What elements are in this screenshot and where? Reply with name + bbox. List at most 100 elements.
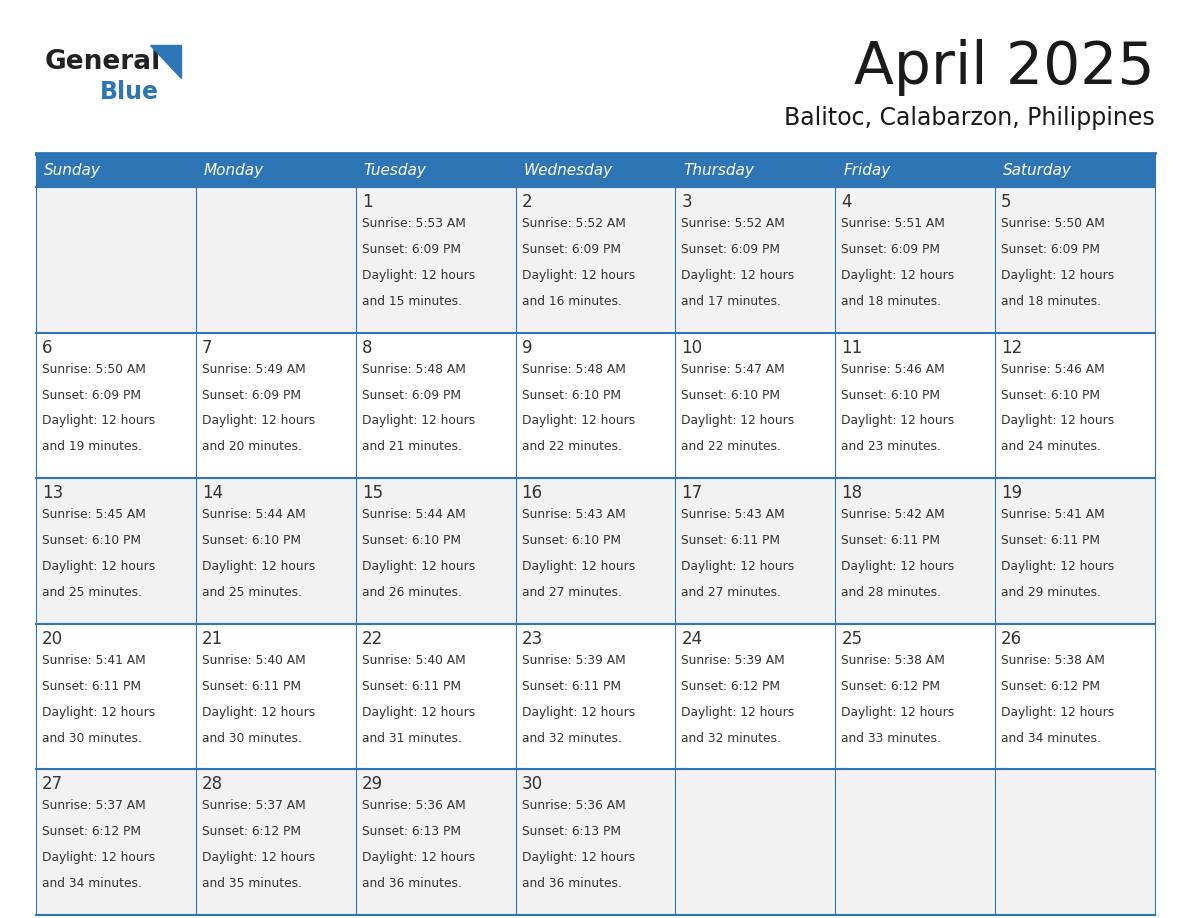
Bar [196,332,355,478]
Text: and 18 minutes.: and 18 minutes. [1001,295,1101,308]
Text: and 22 minutes.: and 22 minutes. [522,441,621,453]
Bar [355,478,516,624]
Text: Sunset: 6:11 PM: Sunset: 6:11 PM [1001,534,1100,547]
Text: Sunset: 6:09 PM: Sunset: 6:09 PM [1001,243,1100,256]
Bar [516,624,676,769]
Text: Sunset: 6:12 PM: Sunset: 6:12 PM [202,825,301,838]
Text: Sunset: 6:12 PM: Sunset: 6:12 PM [42,825,141,838]
Text: Daylight: 12 hours: Daylight: 12 hours [522,269,634,282]
Bar [676,769,835,915]
Text: Sunset: 6:10 PM: Sunset: 6:10 PM [361,534,461,547]
Text: Sunrise: 5:48 AM: Sunrise: 5:48 AM [522,363,625,375]
Text: 24: 24 [682,630,702,648]
Text: and 25 minutes.: and 25 minutes. [202,586,302,599]
Text: 5: 5 [1001,193,1012,211]
Text: 8: 8 [361,339,372,356]
Text: Sunset: 6:09 PM: Sunset: 6:09 PM [841,243,940,256]
Bar [996,769,1155,915]
Text: Sunrise: 5:51 AM: Sunrise: 5:51 AM [841,217,946,230]
Text: Sunset: 6:13 PM: Sunset: 6:13 PM [522,825,620,838]
Text: 13: 13 [42,484,63,502]
Text: 21: 21 [202,630,223,648]
Text: 20: 20 [42,630,63,648]
Text: 7: 7 [202,339,213,356]
Text: and 23 minutes.: and 23 minutes. [841,441,941,453]
Text: Sunset: 6:09 PM: Sunset: 6:09 PM [42,388,141,401]
Bar [835,187,996,332]
Text: and 26 minutes.: and 26 minutes. [361,586,462,599]
Text: Daylight: 12 hours: Daylight: 12 hours [522,414,634,428]
Text: Sunrise: 5:37 AM: Sunrise: 5:37 AM [42,800,146,812]
Text: and 35 minutes.: and 35 minutes. [202,878,302,890]
Text: 26: 26 [1001,630,1022,648]
Text: Daylight: 12 hours: Daylight: 12 hours [682,560,795,573]
Text: Blue: Blue [100,80,159,104]
Bar [835,478,996,624]
Text: Sunset: 6:11 PM: Sunset: 6:11 PM [522,679,620,693]
Text: Daylight: 12 hours: Daylight: 12 hours [1001,560,1114,573]
Bar [516,769,676,915]
Text: 6: 6 [42,339,52,356]
Bar [996,155,1155,187]
Text: Daylight: 12 hours: Daylight: 12 hours [1001,269,1114,282]
Text: Daylight: 12 hours: Daylight: 12 hours [682,269,795,282]
Text: Sunset: 6:11 PM: Sunset: 6:11 PM [202,679,301,693]
Bar [36,155,196,187]
Text: Sunday: Sunday [44,163,101,178]
Bar [516,155,676,187]
Bar [996,624,1155,769]
Text: Sunset: 6:11 PM: Sunset: 6:11 PM [361,679,461,693]
Bar [36,624,196,769]
Text: Tuesday: Tuesday [364,163,426,178]
Bar [516,332,676,478]
Bar [835,155,996,187]
Text: Sunrise: 5:50 AM: Sunrise: 5:50 AM [42,363,146,375]
Text: Daylight: 12 hours: Daylight: 12 hours [42,414,156,428]
Text: 28: 28 [202,776,223,793]
Bar [676,624,835,769]
Text: Sunrise: 5:43 AM: Sunrise: 5:43 AM [682,509,785,521]
Text: and 16 minutes.: and 16 minutes. [522,295,621,308]
Text: Daylight: 12 hours: Daylight: 12 hours [42,706,156,719]
Text: Daylight: 12 hours: Daylight: 12 hours [682,414,795,428]
Text: 29: 29 [361,776,383,793]
Bar [355,332,516,478]
Text: Sunrise: 5:42 AM: Sunrise: 5:42 AM [841,509,944,521]
Text: 10: 10 [682,339,702,356]
Text: Daylight: 12 hours: Daylight: 12 hours [361,269,475,282]
Text: Sunrise: 5:43 AM: Sunrise: 5:43 AM [522,509,625,521]
Text: and 32 minutes.: and 32 minutes. [522,732,621,744]
Text: 1: 1 [361,193,372,211]
Text: and 25 minutes.: and 25 minutes. [42,586,143,599]
Bar [996,478,1155,624]
Text: and 30 minutes.: and 30 minutes. [42,732,141,744]
Text: Daylight: 12 hours: Daylight: 12 hours [522,851,634,864]
Bar [355,769,516,915]
Text: Sunrise: 5:46 AM: Sunrise: 5:46 AM [841,363,944,375]
Text: Sunset: 6:09 PM: Sunset: 6:09 PM [202,388,301,401]
Bar [835,332,996,478]
Text: and 27 minutes.: and 27 minutes. [682,586,782,599]
Text: and 31 minutes.: and 31 minutes. [361,732,462,744]
Text: and 20 minutes.: and 20 minutes. [202,441,302,453]
Text: Friday: Friday [843,163,891,178]
Text: Sunset: 6:13 PM: Sunset: 6:13 PM [361,825,461,838]
Text: April 2025: April 2025 [854,39,1155,96]
Text: Sunset: 6:12 PM: Sunset: 6:12 PM [682,679,781,693]
Text: 2: 2 [522,193,532,211]
Text: Sunrise: 5:52 AM: Sunrise: 5:52 AM [522,217,625,230]
Text: Sunrise: 5:40 AM: Sunrise: 5:40 AM [361,654,466,666]
Text: and 21 minutes.: and 21 minutes. [361,441,462,453]
Bar [835,624,996,769]
Text: Sunrise: 5:48 AM: Sunrise: 5:48 AM [361,363,466,375]
Text: Daylight: 12 hours: Daylight: 12 hours [841,414,954,428]
Text: Daylight: 12 hours: Daylight: 12 hours [42,851,156,864]
Text: 14: 14 [202,484,223,502]
Text: Daylight: 12 hours: Daylight: 12 hours [1001,706,1114,719]
Text: Sunset: 6:10 PM: Sunset: 6:10 PM [42,534,141,547]
Text: Sunrise: 5:45 AM: Sunrise: 5:45 AM [42,509,146,521]
Text: Daylight: 12 hours: Daylight: 12 hours [202,851,315,864]
Text: Sunrise: 5:39 AM: Sunrise: 5:39 AM [522,654,625,666]
Text: Sunrise: 5:38 AM: Sunrise: 5:38 AM [1001,654,1105,666]
Bar [36,332,196,478]
